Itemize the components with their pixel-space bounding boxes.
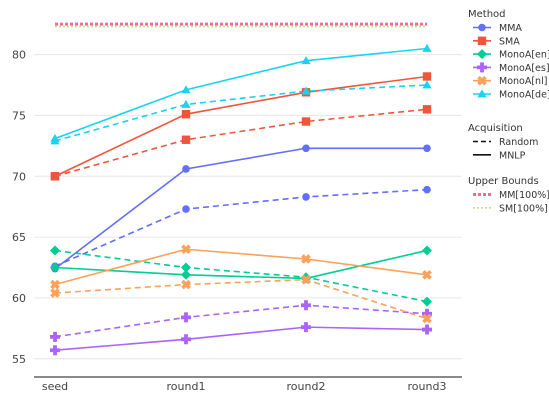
y-tick-label: 80 — [12, 49, 26, 62]
series-monoa-nl-mnlp-point — [301, 254, 311, 264]
series-sma-random-line — [54, 108, 428, 178]
series-lines — [54, 47, 428, 352]
x-tick-label: round2 — [287, 380, 326, 392]
series-mma-random-line — [54, 188, 428, 268]
series-monoa-nl-random-point — [181, 279, 191, 290]
legend-item-mnlp-label: MNLP — [499, 150, 526, 161]
legend-item-mm-100-label: MM[100%] — [499, 190, 549, 201]
series-monoa-en-mnlp-point — [50, 262, 60, 273]
x-tick-label: seed — [42, 380, 68, 392]
legend-title-method: Method — [468, 9, 506, 20]
series-monoa-nl-mnlp-line — [54, 248, 428, 286]
legend-item-sm-100-label: SM[100%] — [499, 203, 548, 214]
x-tick-label: round1 — [167, 380, 206, 392]
series-sma-mnlp-point — [181, 110, 191, 119]
series-monoa-de-random-line — [54, 84, 428, 142]
series-monoa-nl-mnlp-point — [181, 244, 191, 255]
legend-item-monoa-es-label: MonoA[es] — [499, 63, 549, 74]
series-monoa-de-mnlp-point — [50, 133, 60, 142]
series-sma-mnlp-point — [50, 172, 60, 181]
series-monoa-nl-random-point — [422, 313, 432, 324]
legend-item-mma-label: MMA — [499, 23, 522, 34]
series-monoa-es-mnlp-point — [422, 324, 432, 335]
series-monoa-nl-mnlp-point — [50, 279, 60, 290]
legend: Method MMA SMA MonoA[en] MonoA[es] MonoA[nl] M… — [468, 9, 549, 214]
series-monoa-en-random-point — [181, 262, 191, 273]
series-monoa-es-random-point — [181, 312, 191, 323]
x-tick-label: round3 — [408, 380, 447, 392]
series-sma-mnlp-point — [422, 72, 432, 81]
legend-item-monoa-de-marker — [477, 89, 487, 98]
legend-item-sma-marker — [477, 36, 487, 45]
series-monoa-de-random-point — [301, 86, 311, 95]
series-monoa-en-mnlp-line — [54, 249, 428, 280]
series-monoa-en-random-point — [422, 296, 432, 307]
series-sma-random-point — [181, 135, 191, 144]
y-tick-label: 60 — [12, 292, 26, 305]
series-sma-random-point — [301, 117, 311, 126]
series-monoa-es-mnlp-point — [181, 334, 191, 345]
series-mma-mnlp-point — [423, 144, 431, 153]
series-monoa-nl-random-point — [50, 288, 60, 298]
series-monoa-es-random-point — [50, 331, 60, 342]
series-monoa-de-mnlp-point — [422, 43, 432, 52]
y-tick-label: 65 — [12, 231, 26, 244]
series-monoa-de-mnlp-line — [54, 47, 428, 140]
series-monoa-de-mnlp-point — [301, 56, 311, 65]
series-monoa-en-random-point — [50, 245, 60, 256]
legend-item-monoa-de-label: MonoA[de] — [499, 90, 549, 101]
upper-bound-lines — [55, 22, 427, 28]
legend-item-sma-label: SMA — [499, 36, 520, 47]
series-mma-mnlp-point — [302, 144, 310, 153]
legend-title-acquisition: Acquisition — [468, 123, 523, 134]
series-mma-random-point — [302, 193, 310, 201]
series-sma-random-point — [422, 105, 432, 114]
series-mma-mnlp-point — [182, 165, 190, 173]
series-monoa-es-mnlp-line — [54, 326, 428, 352]
x-axis-ticks: seed round1 round2 round3 — [42, 380, 447, 393]
legend-item-monoa-en-marker — [477, 49, 487, 60]
series-monoa-es-random-point — [301, 300, 311, 311]
legend-item-monoa-es-marker — [477, 62, 487, 73]
y-axis-ticks: 55 60 65 70 75 80 — [12, 49, 26, 366]
series-monoa-es-mnlp-point — [50, 345, 60, 356]
gridlines — [34, 54, 462, 378]
y-tick-label: 70 — [12, 170, 26, 183]
series-monoa-en-mnlp-point — [422, 245, 432, 256]
legend-item-random-label: Random — [499, 137, 538, 148]
legend-item-monoa-en-label: MonoA[en] — [499, 50, 549, 61]
series-monoa-de-random-point — [422, 80, 432, 89]
series-monoa-de-mnlp-point — [181, 85, 191, 94]
y-tick-label: 75 — [12, 109, 26, 122]
series-monoa-nl-random-point — [301, 274, 311, 285]
legend-item-mma-marker — [478, 23, 486, 32]
series-monoa-nl-mnlp-point — [422, 269, 432, 280]
series-monoa-en-mnlp-point — [181, 269, 191, 280]
series-markers — [50, 43, 432, 356]
series-mma-random-point — [423, 185, 431, 194]
y-tick-label: 55 — [12, 353, 26, 366]
series-sma-mnlp-line — [54, 75, 428, 177]
series-monoa-es-random-line — [54, 304, 428, 338]
legend-item-monoa-nl-label: MonoA[nl] — [499, 76, 547, 87]
series-monoa-nl-random-line — [54, 278, 428, 320]
series-mma-random-point — [182, 205, 190, 213]
series-monoa-es-mnlp-point — [301, 322, 311, 333]
series-monoa-de-random-point — [181, 99, 191, 108]
series-monoa-es-random-point — [422, 308, 432, 319]
legend-title-upper-bounds: Upper Bounds — [468, 176, 539, 187]
series-monoa-en-random-line — [54, 249, 428, 303]
legend-item-monoa-nl-marker — [477, 75, 487, 86]
series-mma-mnlp-line — [54, 147, 427, 270]
